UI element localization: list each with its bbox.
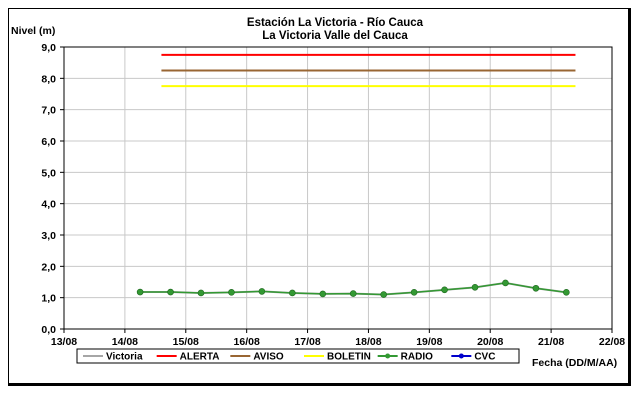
legend-label-victoria: Victoria bbox=[106, 352, 143, 363]
x-tick-label: 19/08 bbox=[416, 336, 442, 348]
chart-title: Estación La Victoria - Río Cauca bbox=[247, 17, 424, 29]
legend-marker-cvc bbox=[458, 353, 464, 359]
y-tick-label: 8,0 bbox=[41, 73, 56, 85]
x-tick-label: 20/08 bbox=[477, 336, 503, 348]
data-point-radio bbox=[167, 288, 174, 296]
y-tick-label: 3,0 bbox=[41, 230, 56, 242]
x-axis-label: Fecha (DD/M/AA) bbox=[532, 357, 617, 369]
legend-label-aviso: AVISO bbox=[253, 352, 284, 363]
data-point-radio bbox=[441, 286, 448, 294]
data-point-radio bbox=[471, 284, 479, 291]
legend-box bbox=[76, 348, 520, 364]
x-tick-label: 22/08 bbox=[599, 336, 625, 348]
data-point-radio bbox=[410, 289, 418, 296]
series-layer bbox=[136, 53, 576, 298]
y-tick-label: 5,0 bbox=[41, 167, 56, 179]
x-tick-label: 14/08 bbox=[112, 336, 138, 348]
y-tick-label: 2,0 bbox=[41, 261, 56, 273]
x-tick-label: 16/08 bbox=[234, 336, 260, 348]
legend: Victoria ALERTA AVISO BOLETIN RADIO CVC bbox=[76, 348, 520, 364]
data-point-radio bbox=[319, 290, 327, 298]
y-axis-ticks: 0,0 1,0 2,0 3,0 4,0 5,0 6,0 7,0 8,0 9,0 bbox=[41, 42, 64, 336]
data-point-radio bbox=[532, 284, 540, 292]
data-point-radio bbox=[563, 289, 570, 296]
y-axis-label: Nivel (m) bbox=[11, 25, 55, 37]
chart: Estación La Victoria - Río Cauca La Vict… bbox=[11, 17, 625, 369]
data-point-radio bbox=[136, 288, 144, 296]
y-tick-label: 4,0 bbox=[41, 199, 56, 211]
data-point-radio bbox=[228, 289, 235, 296]
chart-subtitle: La Victoria Valle del Cauca bbox=[262, 30, 408, 42]
x-tick-label: 18/08 bbox=[355, 336, 381, 348]
x-tick-label: 13/08 bbox=[51, 336, 77, 348]
legend-label-cvc: CVC bbox=[474, 352, 495, 363]
data-point-radio bbox=[197, 289, 205, 297]
x-axis-ticks: 13/08 14/08 15/08 16/08 17/08 18/08 19/08 20/08… bbox=[51, 329, 625, 348]
x-tick-label: 17/08 bbox=[294, 336, 320, 348]
data-point-radio bbox=[258, 288, 266, 295]
legend-marker-radio bbox=[385, 353, 391, 359]
data-point-radio bbox=[289, 289, 296, 297]
data-point-radio bbox=[349, 290, 357, 297]
legend-label-alerta: ALERTA bbox=[180, 352, 220, 363]
legend-label-boletin: BOLETIN bbox=[327, 352, 371, 363]
data-point-radio bbox=[380, 291, 387, 298]
y-tick-label: 6,0 bbox=[41, 136, 56, 148]
chart-frame: Estación La Victoria - Río Cauca La Vict… bbox=[8, 8, 631, 386]
legend-label-radio: RADIO bbox=[401, 352, 433, 363]
data-point-radio bbox=[502, 279, 509, 287]
x-tick-label: 21/08 bbox=[538, 336, 564, 348]
plot-area bbox=[63, 46, 613, 330]
grid bbox=[63, 46, 613, 330]
y-tick-label: 7,0 bbox=[41, 105, 56, 117]
y-tick-label: 9,0 bbox=[41, 42, 56, 54]
y-tick-label: 1,0 bbox=[41, 293, 56, 305]
x-tick-label: 15/08 bbox=[173, 336, 199, 348]
y-tick-label: 0,0 bbox=[41, 324, 56, 336]
